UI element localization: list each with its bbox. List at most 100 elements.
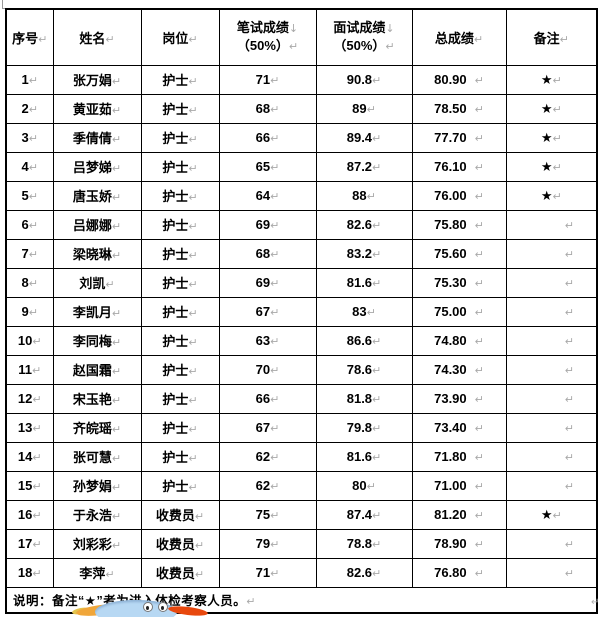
cell-total: 73.90 ↵ — [411, 383, 507, 414]
cell-value: 76.00 — [434, 188, 467, 203]
cell-total: 77.70 ↵ — [411, 122, 507, 153]
cell-remark: ↵ — [505, 528, 598, 559]
cell-no: 7↵ — [5, 238, 54, 269]
cell-value: 刘彩彩 — [72, 537, 112, 552]
paragraph-mark-icon: ↵ — [111, 191, 122, 204]
cell-value: 62 — [255, 449, 271, 464]
paragraph-mark-icon: ↵ — [552, 508, 562, 522]
paragraph-mark-icon: ↵ — [270, 248, 280, 261]
cell-value: 75 — [255, 507, 271, 522]
paragraph-mark-icon: ↵ — [270, 509, 280, 522]
cell-value: 82.6 — [346, 565, 373, 580]
cell-value: 67 — [255, 304, 271, 319]
cell-name: 于永浩↵ — [52, 499, 142, 530]
cell-value: 68 — [255, 246, 271, 261]
cell-value: 收费员 — [155, 566, 195, 581]
cell-remark: ↵ — [505, 267, 598, 298]
cell-value: 李凯月 — [72, 305, 112, 320]
paragraph-mark-icon: ↵ — [372, 132, 382, 145]
cell-value: 87.2 — [346, 159, 373, 174]
paragraph-mark-icon: ↵ — [372, 451, 382, 464]
paragraph-mark-icon: ↵ — [270, 132, 280, 145]
cell-value: 66 — [255, 391, 271, 406]
header-row: 序号↵ 姓名↵ 岗位↵ 笔试成绩↓ （50%）↵ 面试成绩↓ （50%）↵ 总成… — [5, 8, 598, 66]
cell-name: 唐玉娇↵ — [52, 180, 142, 211]
cell-value: 89 — [352, 101, 367, 116]
cell-value: 护士 — [162, 450, 189, 465]
mascot-pupil — [146, 606, 149, 610]
cell-name: 季倩倩↵ — [52, 122, 142, 153]
cell-value: 63 — [255, 333, 271, 348]
header-interview: 面试成绩↓ （50%）↵ — [315, 8, 413, 66]
paragraph-mark-icon: ↵ — [270, 422, 280, 435]
table-row: 13↵ 齐皖瑶↵ 护士↵ 67↵ 79.8↵ 73.40 ↵ ↵ — [5, 412, 598, 443]
cell-interview: 80↵ — [315, 470, 413, 501]
cell-name: 李同梅↵ — [52, 325, 142, 356]
cell-post: 护士↵ — [140, 151, 220, 182]
paragraph-mark-icon: ↵ — [32, 393, 42, 406]
table-row: 4↵ 吕梦娣↵ 护士↵ 65↵ 87.2↵ 76.10 ↵ ★↵ — [5, 151, 598, 182]
cell-no: 9↵ — [5, 296, 54, 327]
cell-remark: ↵ — [505, 325, 598, 356]
cell-total: 81.20 ↵ — [411, 499, 507, 530]
cell-value: 黄亚茹 — [72, 102, 112, 117]
paragraph-mark-icon: ↵ — [32, 538, 42, 551]
paragraph-mark-icon: ↵ — [288, 40, 299, 54]
cell-post: 护士↵ — [140, 122, 220, 153]
cell-total: 71.80 ↵ — [411, 441, 507, 472]
cell-name: 李萍↵ — [52, 557, 142, 588]
cell-written: 68↵ — [218, 238, 317, 269]
cell-value: 69 — [255, 275, 271, 290]
cell-post: 护士↵ — [140, 354, 220, 385]
cell-value: 81.6 — [346, 275, 373, 290]
cell-value: 17 — [17, 536, 33, 551]
cell-value: 季倩倩 — [72, 131, 112, 146]
cell-value: 收费员 — [155, 537, 195, 552]
table-row: 14↵ 张可慧↵ 护士↵ 62↵ 81.6↵ 71.80 ↵ ↵ — [5, 441, 598, 472]
cell-written: 64↵ — [218, 180, 317, 211]
paragraph-mark-icon: ↵ — [32, 422, 42, 435]
cell-remark: ★↵ — [505, 64, 598, 95]
table-row: 9↵ 李凯月↵ 护士↵ 67↵ 83↵ 75.00 ↵ ↵ — [5, 296, 598, 327]
table-header: 序号↵ 姓名↵ 岗位↵ 笔试成绩↓ （50%）↵ 面试成绩↓ （50%）↵ 总成… — [5, 8, 598, 66]
paragraph-mark-icon: ↵ — [111, 539, 122, 552]
cell-post: 收费员↵ — [140, 557, 220, 588]
cell-value: 宋玉艳 — [72, 392, 112, 407]
cell-no: 13↵ — [5, 412, 54, 443]
cell-post: 护士↵ — [140, 267, 220, 298]
paragraph-mark-icon: ↵ — [270, 277, 280, 290]
cell-no: 17↵ — [5, 528, 54, 559]
cell-interview: 83.2↵ — [315, 238, 413, 269]
cell-value: 90.8 — [346, 72, 373, 87]
cell-value: 张可慧 — [72, 450, 112, 465]
cell-no: 2↵ — [5, 93, 54, 124]
paragraph-mark-icon: ↵ — [188, 423, 198, 436]
cell-post: 护士↵ — [140, 470, 220, 501]
paragraph-mark-icon: ↵ — [105, 32, 115, 46]
cell-value: 66 — [255, 130, 271, 145]
cell-value: 76.80 — [434, 565, 467, 580]
cell-value: 护士 — [162, 305, 189, 320]
paragraph-mark-icon: ↵ — [372, 248, 382, 261]
cell-value: 71 — [255, 565, 271, 580]
paragraph-mark-icon: ↵ — [474, 132, 484, 145]
cell-value: 齐皖瑶 — [72, 421, 112, 436]
cell-value: 刘凯 — [79, 276, 106, 291]
cell-value: 吕娜娜 — [72, 218, 112, 233]
cell-no: 4↵ — [5, 151, 54, 182]
cell-no: 6↵ — [5, 209, 54, 240]
cell-value: 68 — [255, 101, 271, 116]
paragraph-mark-icon: ↵ — [564, 451, 574, 464]
paragraph-mark-icon: ↵ — [366, 190, 376, 203]
cell-written: 65↵ — [218, 151, 317, 182]
cell-value: 唐玉娇 — [72, 189, 112, 204]
paragraph-mark-icon: ↵ — [188, 452, 198, 465]
paragraph-mark-icon: ↵ — [111, 394, 122, 407]
line-break-icon: ↓ — [385, 22, 395, 36]
cell-interview: 83↵ — [315, 296, 413, 327]
star-icon: ★ — [540, 506, 553, 522]
cell-interview: 81.6↵ — [315, 267, 413, 298]
cell-value: 张万娟 — [72, 73, 112, 88]
table-row: 3↵ 季倩倩↵ 护士↵ 66↵ 89.4↵ 77.70 ↵ ★↵ — [5, 122, 598, 153]
